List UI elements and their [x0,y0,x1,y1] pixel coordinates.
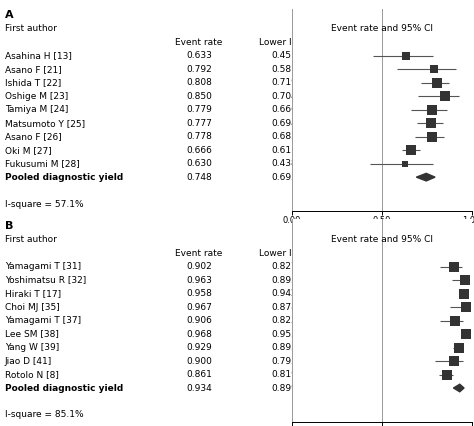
Text: 0.630: 0.630 [186,159,212,168]
Text: Event rate and 95% CI: Event rate and 95% CI [330,235,433,244]
Text: 0.842: 0.842 [357,119,383,128]
Text: Upper limit: Upper limit [345,38,395,47]
Text: I-square = 57.1%: I-square = 57.1% [5,200,83,209]
Text: 0.611: 0.611 [272,146,297,155]
Text: First author: First author [5,24,56,33]
Text: 0.958: 0.958 [186,289,212,298]
Text: First author: First author [5,235,56,244]
Text: 0.792: 0.792 [186,65,212,74]
Text: 0.827: 0.827 [272,262,297,271]
Text: I-square = 85.1%: I-square = 85.1% [5,411,83,420]
Text: 0.666: 0.666 [186,146,212,155]
Polygon shape [454,384,464,392]
Text: 0.906: 0.906 [186,316,212,325]
Text: 0.967: 0.967 [186,302,212,311]
Text: Upper limit: Upper limit [345,249,395,258]
Text: Rotolo N [8]: Rotolo N [8] [5,370,59,379]
Text: 0.777: 0.777 [186,119,212,128]
Text: 0.438: 0.438 [272,159,297,168]
Text: 0.795: 0.795 [272,357,297,366]
Text: 0.899: 0.899 [272,383,297,392]
Text: 0.778: 0.778 [186,132,212,141]
Text: Oshige M [23]: Oshige M [23] [5,92,68,101]
Text: Lower limit: Lower limit [259,38,310,47]
Text: 0.633: 0.633 [186,51,212,60]
Text: Hiraki T [17]: Hiraki T [17] [5,289,61,298]
Text: Event rate: Event rate [175,249,223,258]
Text: 0.893: 0.893 [272,276,297,285]
Text: 0.808: 0.808 [186,78,212,87]
Text: 0.719: 0.719 [272,78,297,87]
Text: Yang W [39]: Yang W [39] [5,343,59,352]
Text: 0.934: 0.934 [186,383,212,392]
Text: 0.902: 0.902 [186,262,212,271]
Polygon shape [416,173,435,181]
Text: 0.685: 0.685 [272,132,297,141]
Text: 0.861: 0.861 [186,370,212,379]
Text: 0.900: 0.900 [186,357,212,366]
Text: Ishida T [22]: Ishida T [22] [5,78,61,87]
Text: 0.451: 0.451 [272,51,297,60]
Text: B: B [5,221,13,231]
Text: 0.992: 0.992 [357,302,383,311]
Text: 0.895: 0.895 [272,343,297,352]
Text: 0.931: 0.931 [357,92,383,101]
Text: Oki M [27]: Oki M [27] [5,146,52,155]
Text: 0.952: 0.952 [357,316,383,325]
Text: 0.704: 0.704 [272,92,297,101]
Text: Event rate and 95% CI: Event rate and 95% CI [330,24,433,33]
Text: 0.911: 0.911 [357,65,383,74]
Text: 0.666: 0.666 [272,105,297,114]
Text: 0.788: 0.788 [357,159,383,168]
Text: Fukusumi M [28]: Fukusumi M [28] [5,159,80,168]
Text: Asano F [26]: Asano F [26] [5,132,62,141]
Text: 0.694: 0.694 [272,119,297,128]
Text: Yamagami T [31]: Yamagami T [31] [5,262,81,271]
Text: Tamiya M [24]: Tamiya M [24] [5,105,68,114]
Text: 0.953: 0.953 [272,330,297,339]
Text: A: A [5,10,13,20]
Text: 0.862: 0.862 [357,105,383,114]
Text: 0.748: 0.748 [186,173,212,181]
Text: Jiao D [41]: Jiao D [41] [5,357,52,366]
Text: 0.693: 0.693 [272,173,297,181]
Text: Choi MJ [35]: Choi MJ [35] [5,302,60,311]
Text: Matsumoto Y [25]: Matsumoto Y [25] [5,119,85,128]
Text: Lee SM [38]: Lee SM [38] [5,330,59,339]
Text: Asahina H [13]: Asahina H [13] [5,51,72,60]
Text: Yoshimatsu R [32]: Yoshimatsu R [32] [5,276,86,285]
Text: 0.716: 0.716 [357,146,383,155]
Text: Pooled diagnostic yield: Pooled diagnostic yield [5,173,123,181]
Text: Event rate: Event rate [175,38,223,47]
Text: 0.849: 0.849 [357,132,383,141]
Text: 0.979: 0.979 [357,330,383,339]
Text: 0.779: 0.779 [186,105,212,114]
Text: 0.874: 0.874 [357,78,383,87]
Text: 0.953: 0.953 [357,343,383,352]
Text: 0.988: 0.988 [357,276,383,285]
Text: 0.970: 0.970 [357,289,383,298]
Text: 0.850: 0.850 [186,92,212,101]
Text: 0.942: 0.942 [272,289,297,298]
Text: 0.929: 0.929 [186,343,212,352]
Text: Pooled diagnostic yield: Pooled diagnostic yield [5,383,123,392]
Text: 0.823: 0.823 [272,316,297,325]
Text: 0.784: 0.784 [357,51,383,60]
Text: Asano F [21]: Asano F [21] [5,65,62,74]
Text: 0.895: 0.895 [357,370,383,379]
Text: 0.878: 0.878 [272,302,297,311]
Text: 0.963: 0.963 [186,276,212,285]
Text: 0.819: 0.819 [272,370,297,379]
Text: 0.587: 0.587 [272,65,297,74]
Text: 0.946: 0.946 [357,262,383,271]
Text: Lower limit: Lower limit [259,249,310,258]
Text: 0.958: 0.958 [357,383,383,392]
Text: Yamagami T [37]: Yamagami T [37] [5,316,81,325]
Text: 0.797: 0.797 [357,173,383,181]
Text: 0.968: 0.968 [186,330,212,339]
Text: 0.954: 0.954 [357,357,383,366]
